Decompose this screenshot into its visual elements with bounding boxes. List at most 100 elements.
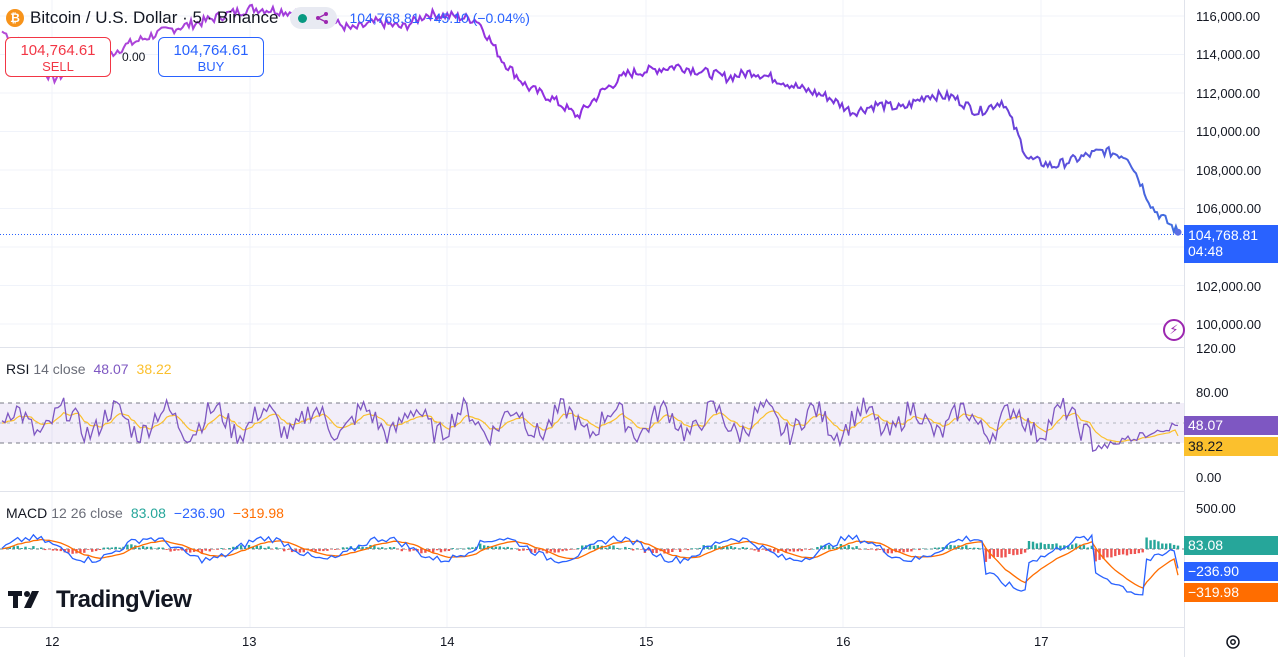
macd-histogram-bar: [1157, 541, 1160, 549]
share-icon[interactable]: [315, 11, 329, 25]
macd-signal-value: −319.98: [232, 505, 284, 521]
macd-histogram-bar: [1094, 549, 1097, 562]
macd-histogram-bar: [788, 549, 792, 552]
macd-histogram-bar: [43, 549, 47, 551]
macd-histogram-bar: [784, 549, 788, 553]
current-price-value: 104,768.81: [1188, 227, 1259, 243]
macd-histogram-bar: [890, 549, 893, 554]
macd-histogram-bar: [1118, 549, 1121, 555]
macd-value: −236.90: [173, 505, 225, 521]
macd-histogram-bar: [326, 549, 329, 551]
buy-label: BUY: [197, 59, 225, 74]
macd-histogram-bar: [432, 549, 435, 553]
macd-histogram-bar: [992, 549, 995, 558]
macd-histogram-bar: [455, 549, 458, 550]
chart-header: ₿ Bitcoin / U.S. Dollar · 5 · Binance 10…: [6, 7, 530, 29]
macd-histogram-bar: [651, 549, 654, 553]
macd-histogram-bar: [91, 549, 94, 552]
macd-histogram-bar: [224, 549, 227, 550]
macd-histogram-bar: [553, 549, 556, 553]
tradingview-logo[interactable]: TradingView: [8, 586, 192, 614]
macd-histogram-bar: [1086, 547, 1089, 549]
macd-histogram-bar: [541, 549, 545, 551]
macd-histogram-bar: [616, 547, 619, 549]
macd-histogram-bar: [941, 547, 944, 549]
macd-histogram-bar: [753, 549, 756, 551]
macd-histogram-bar: [675, 549, 678, 550]
macd-histogram-bar: [679, 549, 682, 552]
macd-histogram-bar: [871, 549, 874, 550]
macd-histogram-bar: [718, 546, 721, 549]
macd-histogram-bar: [824, 545, 827, 549]
macd-tick: 500.00: [1196, 501, 1236, 516]
macd-histogram: [0, 537, 1180, 562]
macd-histogram-bar: [404, 549, 407, 550]
macd-histogram-bar: [490, 546, 494, 549]
macd-histogram-bar: [165, 549, 168, 550]
macd-histogram-bar: [20, 548, 23, 549]
macd-histogram-bar: [694, 548, 697, 549]
macd-histogram-bar: [561, 549, 564, 552]
macd-histogram-bar: [1165, 543, 1168, 549]
macd-histogram-bar: [863, 548, 866, 550]
macd-histogram-bar: [12, 546, 15, 549]
macd-histogram-bar: [984, 549, 988, 562]
macd-histogram-bar: [635, 548, 639, 549]
macd-histogram-bar: [1000, 549, 1003, 558]
macd-histogram-bar: [55, 549, 59, 551]
macd-histogram-bar: [126, 544, 129, 549]
macd-histogram-bar: [443, 549, 447, 552]
macd-histogram-bar: [949, 544, 952, 549]
macd-legend[interactable]: MACD 12 26 close 83.08 −236.90 −319.98: [6, 505, 284, 521]
macd-histogram-bar: [737, 548, 741, 549]
rsi-ma-badge: 38.22: [1184, 437, 1278, 456]
macd-histogram-bar: [847, 545, 850, 549]
macd-histogram-bar: [1102, 549, 1105, 559]
macd-histogram-bar: [36, 548, 39, 549]
macd-histogram-bar: [1114, 549, 1117, 557]
macd-histogram-bar: [385, 548, 388, 549]
macd-histogram-bar: [526, 549, 529, 551]
sell-button[interactable]: 104,764.61 SELL: [5, 37, 111, 77]
macd-histogram-bar: [549, 549, 552, 552]
macd-histogram-bar: [196, 549, 200, 552]
rsi-legend[interactable]: RSI 14 close 48.07 38.22: [6, 361, 172, 377]
macd-histogram-bar: [565, 549, 568, 551]
macd-histogram-bar: [149, 546, 153, 549]
macd-histogram-bar: [102, 547, 106, 549]
flash-icon[interactable]: ⚡: [1163, 319, 1185, 341]
macd-histogram-bar: [447, 549, 451, 551]
macd-histogram-bar: [726, 546, 729, 549]
status-pill[interactable]: [290, 7, 338, 29]
macd-histogram-bar: [373, 545, 376, 549]
current-price-badge: 104,768.81 04:48: [1184, 225, 1278, 263]
macd-histogram-bar: [204, 549, 207, 551]
macd-histogram-bar: [94, 549, 98, 552]
macd-histogram-bar: [259, 545, 262, 549]
time-label: 12: [45, 634, 60, 649]
macd-histogram-bar: [859, 549, 862, 550]
macd-histogram-bar: [294, 549, 298, 552]
macd-histogram-bar: [396, 549, 400, 550]
macd-histogram-bar: [361, 547, 364, 549]
time-label: 16: [836, 634, 851, 649]
macd-histogram-bar: [777, 549, 780, 553]
time-label: 14: [440, 634, 455, 649]
macd-histogram-bar: [757, 549, 760, 552]
macd-histogram-bar: [628, 548, 631, 549]
macd-histogram-bar: [945, 545, 948, 549]
buy-button[interactable]: 104,764.61 BUY: [158, 37, 264, 77]
time-label: 17: [1034, 634, 1049, 649]
macd-histogram-bar: [247, 545, 251, 549]
macd-histogram-bar: [1106, 549, 1109, 558]
gear-icon[interactable]: [1224, 633, 1242, 651]
time-label: 15: [639, 634, 654, 649]
macd-histogram-bar: [1161, 543, 1164, 549]
macd-histogram-bar: [377, 547, 380, 549]
symbol-title[interactable]: Bitcoin / U.S. Dollar · 5 · Binance: [30, 8, 279, 27]
macd-histogram-bar: [51, 549, 55, 551]
macd-histogram-bar: [251, 546, 255, 549]
rsi-params: 14 close: [33, 361, 86, 377]
macd-histogram-bar: [141, 546, 145, 549]
